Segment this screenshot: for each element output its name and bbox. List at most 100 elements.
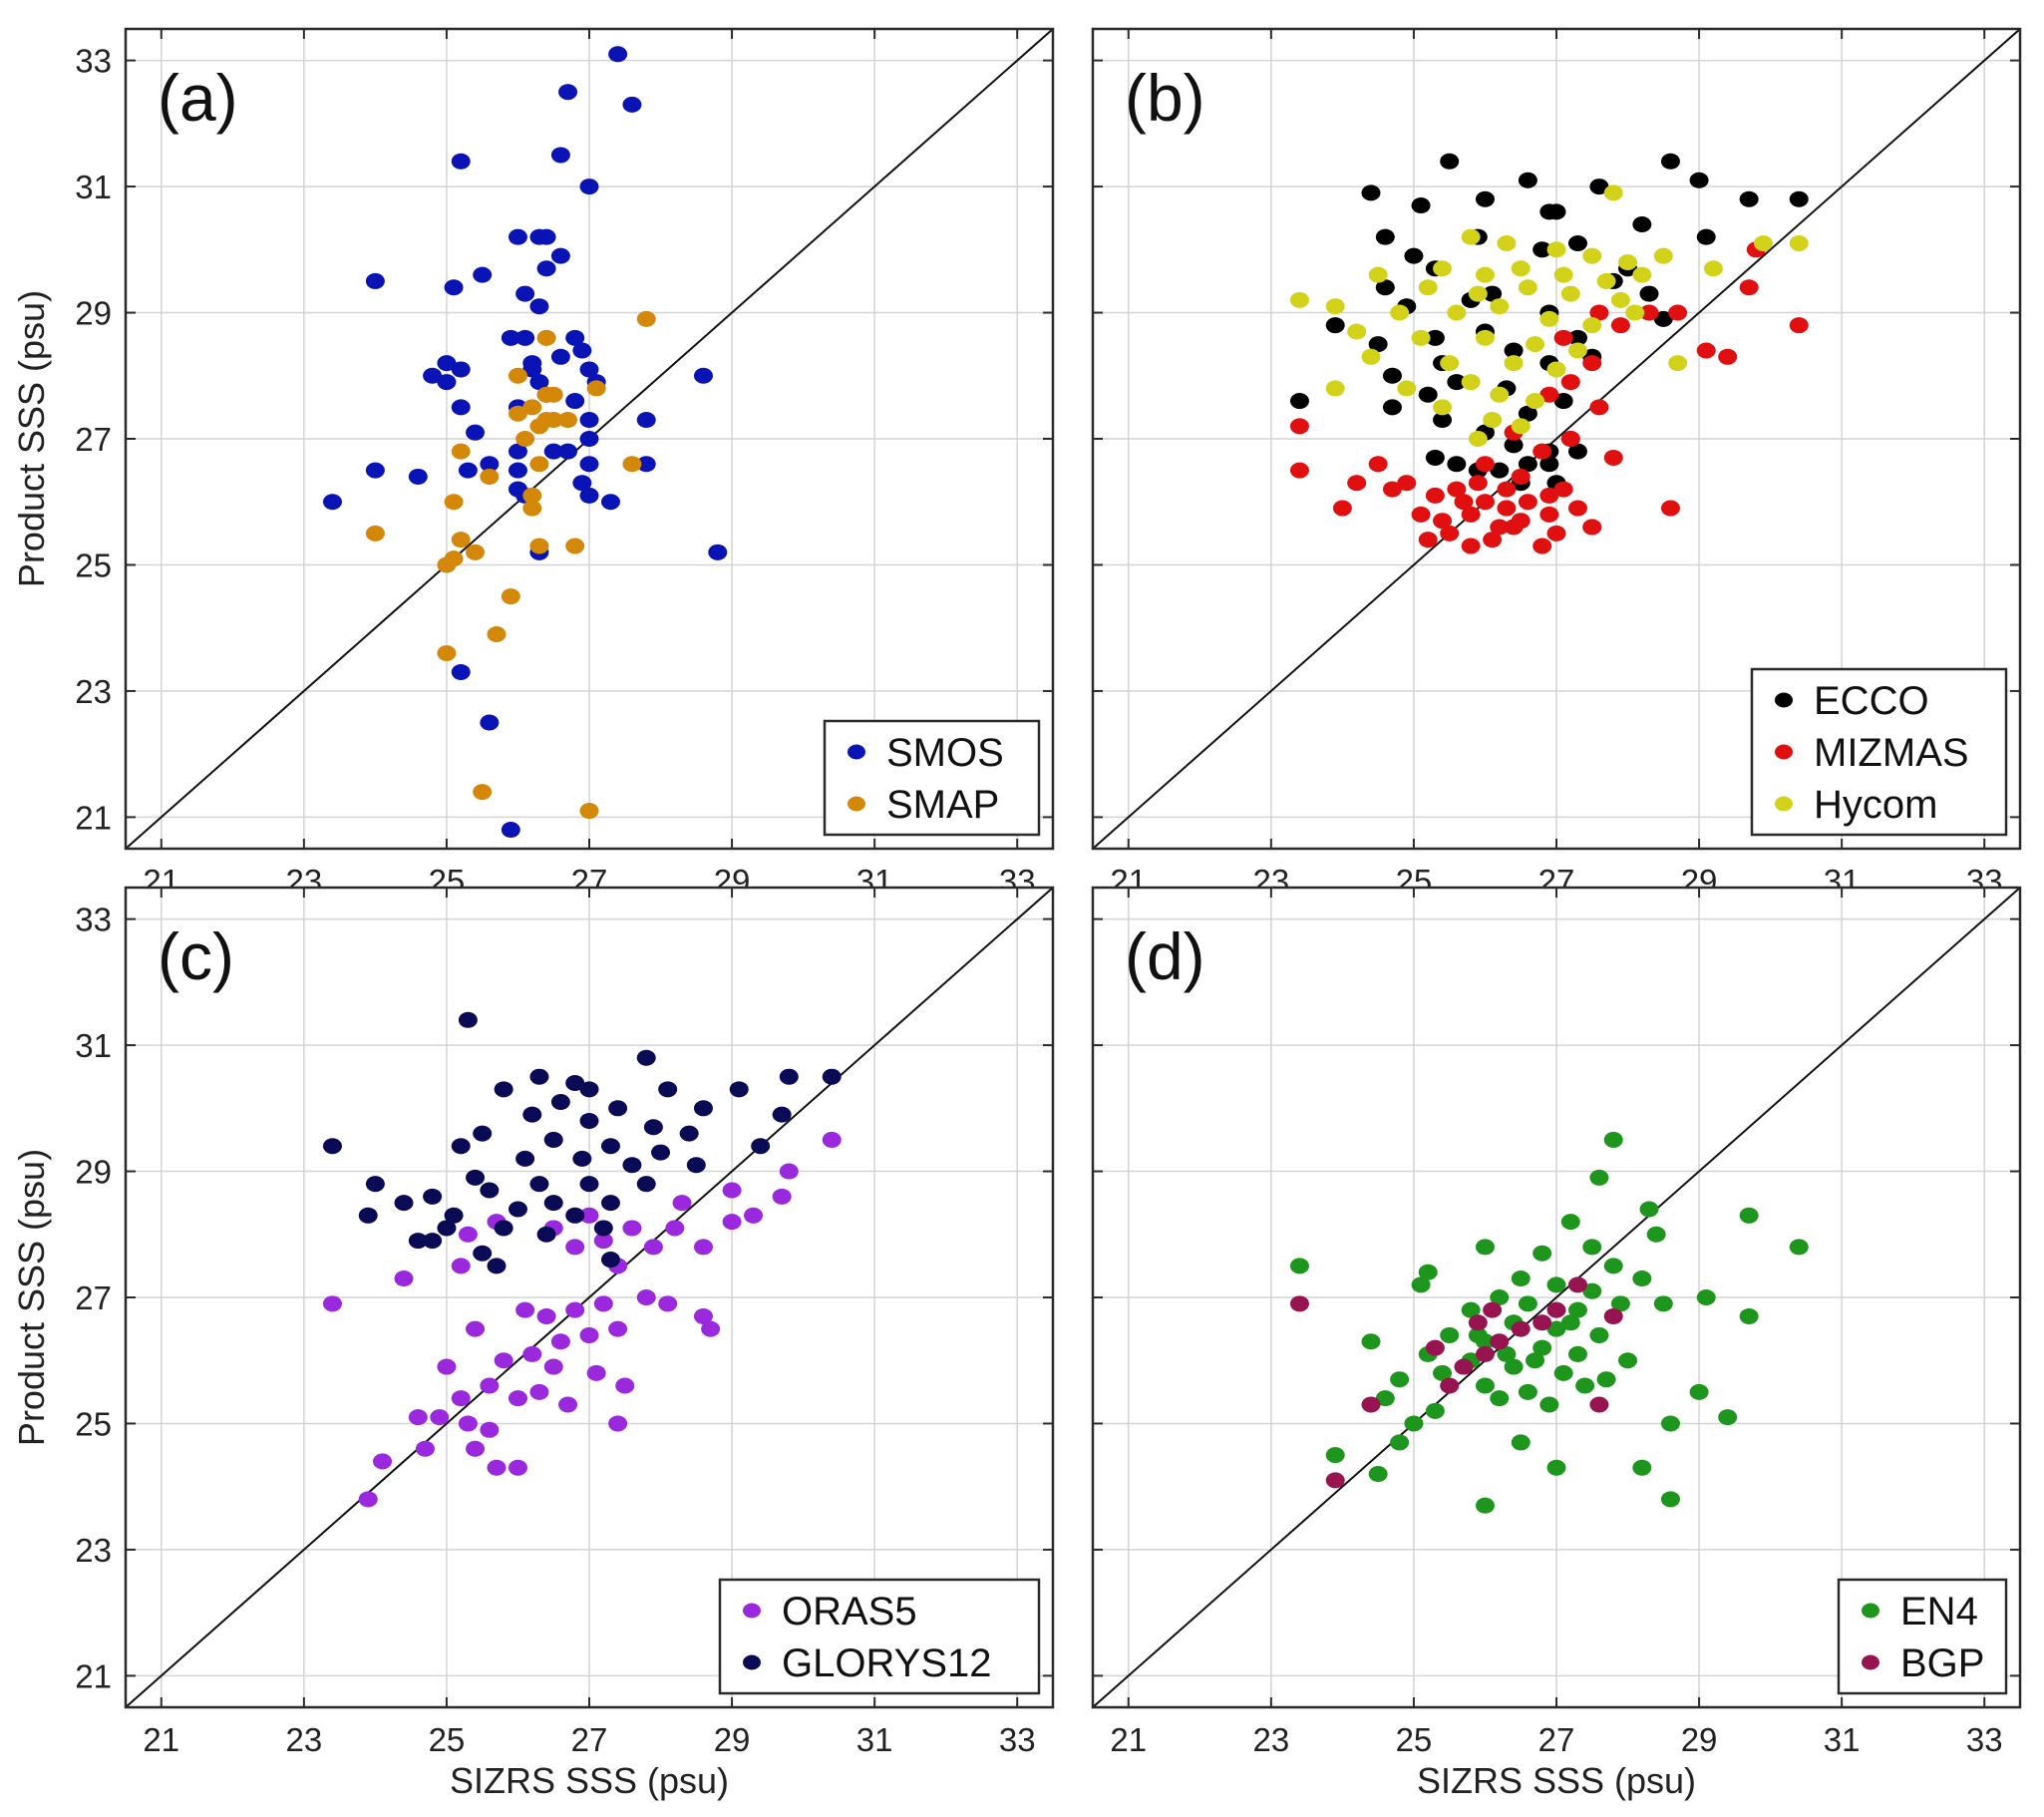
- x-tick-label: 31: [1824, 1721, 1861, 1758]
- scatter-point: [1603, 1307, 1623, 1324]
- scatter-point: [1490, 519, 1510, 536]
- scatter-point: [1518, 1383, 1537, 1400]
- scatter-point: [522, 399, 542, 416]
- scatter-point: [1368, 336, 1388, 353]
- y-tick-label: 25: [75, 1405, 112, 1442]
- scatter-point: [550, 1093, 570, 1110]
- scatter-point: [1289, 291, 1309, 308]
- scatter-point: [1483, 1301, 1503, 1318]
- scatter-point: [1632, 1459, 1652, 1476]
- scatter-point: [1539, 386, 1559, 403]
- scatter-point: [1546, 241, 1566, 258]
- scatter-point: [480, 1421, 500, 1438]
- scatter-point: [722, 1214, 742, 1231]
- scatter-point: [579, 1112, 599, 1129]
- x-tick-label: 33: [999, 1721, 1036, 1758]
- one-to-one-line: [1093, 29, 2020, 849]
- scatter-point: [1361, 1396, 1381, 1413]
- scatter-point: [1454, 1358, 1474, 1375]
- x-tick-label: 29: [714, 1721, 751, 1758]
- scatter-point: [358, 1207, 378, 1224]
- scatter-point: [1660, 500, 1680, 517]
- scatter-point: [579, 1081, 599, 1098]
- scatter-point: [572, 475, 592, 492]
- series-glorys12: [322, 1011, 842, 1274]
- scatter-point: [1418, 386, 1438, 403]
- scatter-point: [1504, 355, 1524, 372]
- scatter-point: [1325, 1472, 1345, 1489]
- scatter-point: [529, 1383, 549, 1400]
- scatter-point: [451, 663, 471, 680]
- x-axis-title: SIZRS SSS (psu): [1417, 1760, 1696, 1801]
- scatter-point: [1325, 317, 1345, 334]
- y-tick-label: 29: [75, 1154, 112, 1191]
- scatter-point: [1518, 1295, 1537, 1312]
- scatter-point: [565, 538, 585, 554]
- x-tick-label: 25: [429, 1721, 466, 1758]
- scatter-point: [1468, 1326, 1488, 1343]
- scatter-point: [1490, 386, 1510, 403]
- scatter-point: [600, 494, 620, 511]
- scatter-point: [651, 1144, 671, 1161]
- y-tick-label: 31: [75, 169, 112, 205]
- scatter-point: [543, 443, 563, 460]
- scatter-point: [1425, 329, 1445, 346]
- scatter-point: [543, 412, 563, 429]
- scatter-point: [1560, 1214, 1580, 1231]
- scatter-point: [437, 1220, 457, 1237]
- scatter-point: [1425, 1402, 1445, 1419]
- panel-label: (d): [1125, 919, 1205, 993]
- scatter-point: [543, 386, 563, 403]
- scatter-point: [515, 285, 535, 302]
- scatter-point: [1582, 317, 1602, 334]
- scatter-point: [1461, 506, 1481, 523]
- x-tick-label: 21: [1110, 1721, 1147, 1758]
- scatter-point: [1418, 1264, 1438, 1280]
- scatter-point: [444, 494, 464, 511]
- x-tick-label: 27: [571, 1721, 608, 1758]
- legend-box: [1837, 1578, 2008, 1695]
- scatter-point: [1546, 1276, 1566, 1293]
- scatter-point: [515, 1301, 535, 1318]
- scatter-point: [600, 1252, 620, 1269]
- scatter-point: [1533, 241, 1552, 258]
- scatter-point: [466, 1320, 486, 1337]
- scatter-point: [1718, 1409, 1738, 1426]
- scatter-point: [437, 1358, 457, 1375]
- scatter-point: [1461, 538, 1481, 554]
- scatter-point: [508, 367, 527, 384]
- legend-marker: [848, 796, 865, 812]
- scatter-point: [322, 494, 342, 511]
- scatter-point: [1660, 1415, 1680, 1432]
- scatter-point: [822, 1131, 842, 1148]
- scatter-point: [522, 361, 542, 378]
- y-tick-label: 25: [75, 546, 112, 583]
- x-tick-label: 27: [1538, 1721, 1575, 1758]
- x-tick-label: 25: [1396, 1721, 1433, 1758]
- legend-box: [823, 719, 1041, 837]
- scatter-point: [1553, 266, 1573, 283]
- panel-c: 21 23 25 27 29 31 33 21 23 25 27 29 31 33 (c) Product S…: [11, 886, 1055, 1801]
- scatter-point: [1490, 462, 1510, 479]
- scatter-point: [1461, 1301, 1481, 1318]
- scatter-point: [636, 1289, 656, 1305]
- scatter-point: [358, 1491, 378, 1508]
- scatter-point: [1546, 1459, 1566, 1476]
- scatter-point: [536, 228, 556, 245]
- scatter-point: [608, 46, 628, 63]
- legend-box: [718, 1578, 1041, 1695]
- scatter-point: [1504, 437, 1524, 454]
- scatter-point: [565, 329, 585, 346]
- scatter-point: [636, 310, 656, 327]
- scatter-point: [423, 1233, 443, 1250]
- scatter-point: [1497, 234, 1517, 251]
- scatter-point: [522, 1106, 542, 1123]
- legend-marker: [743, 1654, 761, 1670]
- scatter-point: [444, 1207, 464, 1224]
- scatter-point: [508, 228, 527, 245]
- scatter-point: [622, 1220, 642, 1237]
- scatter-point: [1475, 1345, 1495, 1362]
- scatter-point: [1475, 456, 1495, 473]
